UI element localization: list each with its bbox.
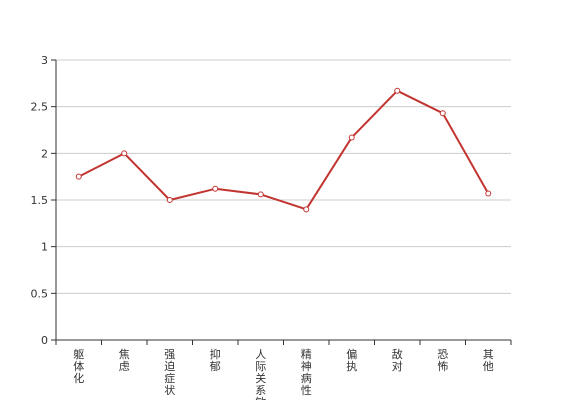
y-tick-label: 2.5 bbox=[31, 101, 49, 114]
data-point bbox=[166, 197, 173, 203]
x-tick-label: 恐怖 bbox=[437, 348, 448, 373]
x-tick-label: 敌对 bbox=[392, 347, 403, 373]
x-tick-label: 焦虑 bbox=[119, 348, 130, 373]
data-point bbox=[439, 110, 446, 117]
data-point bbox=[212, 185, 219, 192]
x-tick-label: 强迫症状 bbox=[164, 348, 175, 397]
y-tick-label: 3 bbox=[41, 54, 48, 67]
data-point bbox=[348, 134, 355, 141]
y-tick-label: 0 bbox=[41, 334, 48, 347]
data-point bbox=[394, 87, 401, 94]
data-point bbox=[485, 190, 492, 197]
y-tick-label: 1.5 bbox=[31, 194, 49, 207]
x-tick-label: 躯体化 bbox=[73, 348, 84, 385]
data-point bbox=[121, 150, 128, 157]
data-point bbox=[257, 191, 264, 198]
data-point bbox=[75, 173, 82, 180]
y-tick-label: 1 bbox=[41, 241, 48, 254]
data-point bbox=[303, 206, 310, 213]
x-tick-label: 精神病性 bbox=[301, 348, 312, 397]
x-tick-label: 抑郁 bbox=[210, 347, 221, 373]
y-tick-label: 2 bbox=[41, 147, 48, 160]
y-tick-label: 0.5 bbox=[31, 287, 49, 300]
x-tick-label: 偏执 bbox=[346, 347, 357, 373]
x-tick-label: 人际关系敏感 bbox=[255, 348, 266, 400]
x-tick-label: 其他 bbox=[483, 348, 494, 373]
series-line bbox=[78, 89, 490, 211]
